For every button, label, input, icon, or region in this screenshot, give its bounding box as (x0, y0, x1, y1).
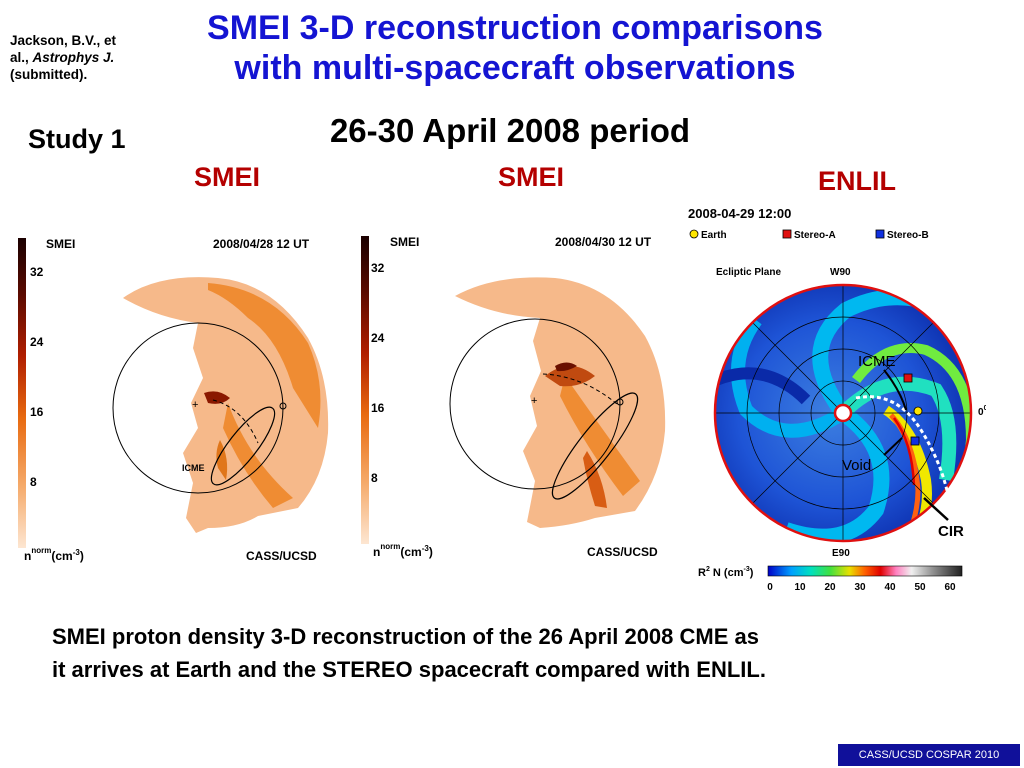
slide-title: SMEI 3-D reconstruction comparisons with… (150, 8, 880, 88)
figure-caption: SMEI proton density 3-D reconstruction o… (52, 620, 992, 686)
e90-label: E90 (832, 548, 850, 559)
citation-authors-cont: al., (10, 50, 33, 65)
zero-label: 00 (978, 405, 986, 418)
footer-badge: CASS/UCSD COSPAR 2010 (838, 744, 1020, 766)
density-band (560, 376, 640, 496)
enlil-colorbar-label: R2 N (cm-3) (698, 566, 754, 579)
earth-marker (913, 406, 923, 416)
density-band (583, 451, 607, 508)
legend-earth: Earth (701, 230, 727, 241)
colorbar-tick: 32 (30, 265, 44, 279)
smei-panel-2: 32 24 16 8 SMEI 2008/04/30 12 UT nnorm(c… (361, 235, 666, 559)
icme-outline (210, 406, 276, 486)
unit-label: nnorm(cm-3) (24, 546, 84, 563)
cme-front-dotted (855, 395, 950, 496)
colorbar (361, 236, 369, 544)
smei-panel-1: 32 24 16 8 SMEI 2008/04/28 12 UT nnorm(c… (18, 237, 329, 563)
icme-label: ICME (182, 463, 205, 473)
panel-label-smei-left: SMEI (194, 162, 261, 192)
earth-orbit-circle (112, 322, 284, 494)
cir-annotation: CIR (938, 523, 964, 540)
citation-journal: Astrophys J. (32, 50, 115, 65)
slide-title-line2: with multi-spacecraft observations (234, 49, 796, 87)
stereo-b-marker (910, 436, 920, 446)
earth-marker (279, 402, 287, 410)
caption-line2: it arrives at Earth and the STEREO space… (52, 657, 766, 682)
sun-marker: + (531, 395, 537, 407)
citation-authors: Jackson, B.V., et (10, 33, 117, 48)
enlil-colorbar (767, 565, 963, 577)
enlil-datetime: 2008-04-29 12:00 (688, 206, 791, 221)
density-band (216, 440, 228, 480)
density-band (208, 283, 321, 428)
density-peak (204, 391, 230, 404)
density-band (223, 403, 293, 508)
enlil-panel: 2008-04-29 12:00 Earth Stereo-A Stereo-B… (688, 206, 986, 593)
citation: Jackson, B.V., et al., Astrophys J. (sub… (10, 32, 150, 83)
disk-rim (713, 283, 973, 543)
enlil-colorbar-ticks: 0 10 20 30 40 50 60 (767, 582, 956, 593)
slide-title-line1: SMEI 3-D reconstruction comparisons (207, 9, 823, 47)
density-map (455, 277, 666, 528)
sun-marker (833, 403, 853, 423)
colorbar-tick: 60 (944, 582, 956, 593)
date-label: 2008/04/30 12 UT (555, 235, 652, 249)
colorbar-tick: 0 (767, 582, 773, 593)
colorbar-tick: 32 (371, 261, 385, 275)
icme-outline (551, 392, 639, 500)
legend-stereo-b: Stereo-B (887, 230, 929, 241)
density-peak (555, 362, 577, 372)
icme-arrow (883, 369, 907, 411)
colorbar-tick: 8 (371, 471, 378, 485)
colorbar-tick: 40 (884, 582, 896, 593)
panel-label-enlil: ENLIL (818, 166, 896, 196)
void-arrow (883, 437, 903, 456)
credit-label: CASS/UCSD (587, 545, 658, 559)
cme-front-dashed (212, 399, 259, 444)
cme-front-dashed (542, 373, 618, 405)
colorbar-tick: 10 (794, 582, 806, 593)
density-map (123, 277, 329, 533)
colorbar-tick: 16 (30, 405, 44, 419)
plane-label: Ecliptic Plane (716, 267, 781, 278)
colorbar-tick: 16 (371, 401, 385, 415)
earth-marker (616, 398, 624, 406)
credit-label: CASS/UCSD (246, 549, 317, 563)
sun-marker: + (192, 399, 198, 411)
product-label: SMEI (46, 237, 75, 251)
stereo-a-marker (903, 373, 913, 383)
stereo-b-legend-swatch (875, 229, 885, 239)
earth-legend-swatch (689, 229, 699, 239)
colorbar-tick: 30 (854, 582, 866, 593)
cir-arrow (923, 497, 949, 521)
product-label: SMEI (390, 235, 419, 249)
colorbar-tick: 50 (914, 582, 926, 593)
icme-annotation: ICME (858, 353, 896, 370)
period-heading: 26-30 April 2008 period (329, 112, 691, 149)
panel-label-smei-right: SMEI (498, 162, 565, 192)
w90-label: W90 (830, 267, 851, 278)
citation-status: (submitted). (10, 67, 88, 82)
density-band (545, 366, 595, 387)
date-label: 2008/04/28 12 UT (213, 237, 310, 251)
earth-orbit-circle (449, 318, 621, 490)
caption-line1: SMEI proton density 3-D reconstruction o… (52, 624, 759, 649)
colorbar-tick: 24 (371, 331, 385, 345)
colorbar-tick: 24 (30, 335, 44, 349)
colorbar-tick: 8 (30, 475, 37, 489)
colorbar-tick: 20 (824, 582, 836, 593)
study-label: Study 1 (28, 124, 126, 154)
legend-stereo-a: Stereo-A (794, 230, 836, 241)
colorbar (18, 238, 26, 548)
void-annotation: Void (842, 457, 871, 474)
stereo-a-legend-swatch (782, 229, 792, 239)
unit-label: nnorm(cm-3) (373, 542, 433, 559)
